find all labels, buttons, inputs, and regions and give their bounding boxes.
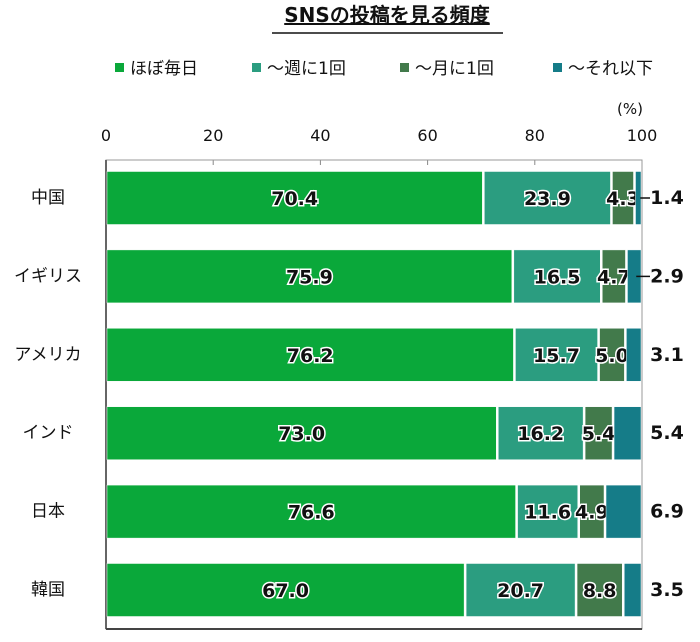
bar-segment (498, 406, 584, 460)
data-label: 5.4 (582, 423, 616, 445)
category-label: アメリカ (14, 345, 81, 365)
data-label: 3.5 (650, 579, 684, 601)
x-tick-label: 20 (203, 126, 223, 145)
bar-segment (623, 563, 642, 617)
data-label: 15.7 (533, 345, 580, 367)
bar-segment (635, 171, 642, 225)
data-label: 70.4 (271, 188, 318, 210)
legend-swatch (553, 63, 562, 72)
legend-label: ～月に1回 (415, 59, 494, 79)
data-label: 67.0 (262, 580, 309, 602)
bar-segment (605, 484, 642, 539)
legend-swatch (115, 63, 124, 72)
data-label: 16.2 (517, 423, 564, 445)
data-label: 16.5 (534, 266, 581, 288)
category-label: インド (23, 423, 74, 443)
bar-segment (484, 171, 611, 225)
category-label: イギリス (14, 266, 82, 286)
data-label: 20.7 (497, 580, 544, 602)
unit-label: (%) (617, 100, 643, 118)
legend-label: ～それ以下 (568, 59, 653, 79)
bar-segment (106, 563, 465, 617)
bar-segment (106, 406, 497, 460)
plot-frame (105, 159, 643, 630)
x-tick-label: 60 (417, 126, 437, 145)
legend-label: ほぼ毎日 (130, 59, 198, 79)
data-label: 3.1 (650, 344, 684, 366)
x-tick-label: 0 (101, 126, 111, 145)
bar-segment (576, 563, 623, 617)
bar-segment (106, 484, 516, 539)
data-label: 23.9 (524, 188, 571, 210)
bar-segment (602, 249, 626, 304)
category-label: 日本 (31, 502, 65, 522)
data-label: 73.0 (278, 423, 325, 445)
bar-segment (106, 328, 514, 382)
bar-segment (579, 484, 605, 539)
bar-segment (106, 171, 483, 225)
x-tick-label: 40 (310, 126, 330, 145)
category-label: 韓国 (31, 580, 65, 600)
data-label: 11.6 (524, 502, 571, 524)
data-label: 76.6 (288, 502, 335, 524)
bar-segment (517, 484, 579, 539)
data-label: 6.9 (650, 501, 684, 523)
data-label: 4.9 (575, 502, 609, 524)
x-tick-label: 80 (525, 126, 545, 145)
data-label: 1.4 (650, 187, 684, 209)
bar-segment (513, 249, 601, 304)
x-tick-label: 100 (627, 126, 658, 145)
legend-swatch (400, 63, 409, 72)
bar-segment (106, 249, 513, 304)
bar-segment (465, 563, 576, 617)
data-label: 8.8 (583, 580, 617, 602)
bar-segment (626, 328, 642, 382)
bar-segment (612, 171, 634, 225)
data-label: 2.9 (650, 265, 684, 287)
legend-swatch (252, 63, 261, 72)
legend-label: ～週に1回 (267, 59, 346, 79)
category-label: 中国 (31, 188, 65, 208)
data-label: 5.4 (650, 422, 684, 444)
bar-segment (613, 406, 642, 460)
data-label: 76.2 (287, 345, 334, 367)
bar-segment (515, 328, 598, 382)
data-label: 4.3 (606, 188, 640, 210)
data-label: 4.7 (597, 266, 631, 288)
data-label: 75.9 (286, 266, 333, 288)
chart-title: SNSの投稿を見る頻度 (284, 3, 491, 27)
bar-segment (584, 406, 613, 460)
data-label: 5.0 (595, 345, 629, 367)
bar-segment (599, 328, 625, 382)
